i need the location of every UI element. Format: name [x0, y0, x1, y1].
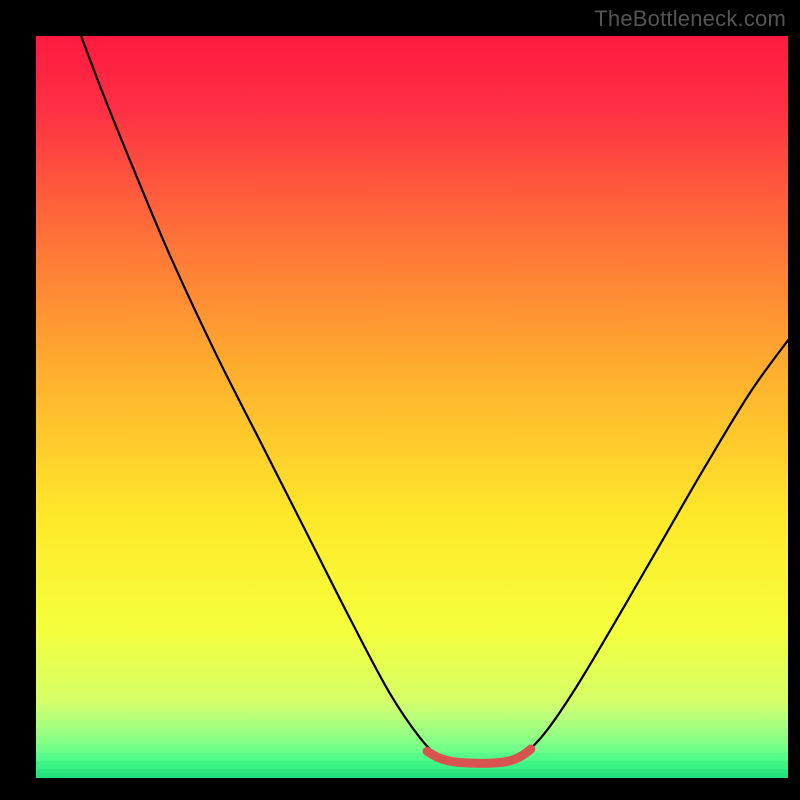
plot-svg: [36, 36, 788, 778]
green-band-stripe: [36, 769, 788, 778]
chart-frame: TheBottleneck.com: [0, 0, 800, 800]
green-band-stripe: [36, 728, 788, 737]
plot-area: [36, 36, 788, 778]
watermark-text: TheBottleneck.com: [594, 6, 786, 32]
green-band-stripe: [36, 704, 788, 713]
gradient-background: [36, 36, 788, 778]
border-bottom: [0, 778, 800, 800]
green-band-stripe: [36, 753, 788, 762]
border-right: [788, 0, 800, 800]
border-left: [0, 0, 36, 800]
green-band-stripe: [36, 745, 788, 754]
green-band-stripe: [36, 761, 788, 770]
green-band-stripe: [36, 712, 788, 721]
green-band-stripe: [36, 736, 788, 745]
